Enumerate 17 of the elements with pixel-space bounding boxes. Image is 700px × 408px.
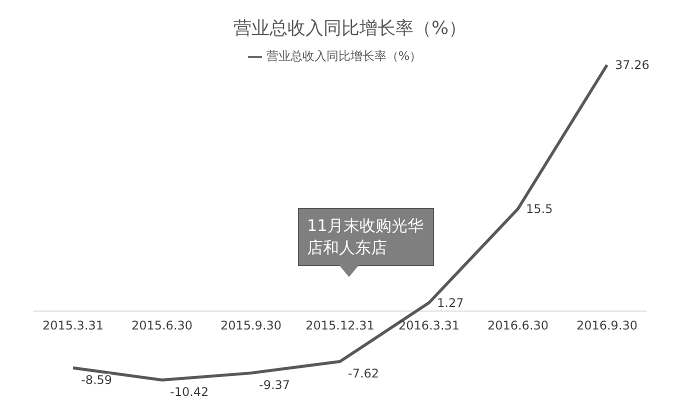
data-label: 15.5 xyxy=(526,202,553,216)
x-tick-label: 2015.6.30 xyxy=(131,318,193,333)
data-label: -10.42 xyxy=(170,385,209,399)
x-tick-label: 2016.9.30 xyxy=(576,318,638,333)
data-label: 37.26 xyxy=(615,58,650,72)
data-label: -7.62 xyxy=(348,366,380,380)
x-tick-label: 2015.12.31 xyxy=(306,318,374,333)
data-label: -8.59 xyxy=(81,372,112,387)
x-tick-label: 2015.3.31 xyxy=(42,318,104,333)
x-tick-label: 2016.6.30 xyxy=(487,318,549,333)
annotation: 11月末收购光华店和人东店 xyxy=(307,216,424,257)
legend-label: 营业总收入同比增长率（%） xyxy=(266,49,422,63)
x-tick-label: 2015.9.30 xyxy=(220,318,282,333)
x-tick-label: 2016.3.31 xyxy=(398,318,460,333)
chart-title: 营业总收入同比增长率（%） xyxy=(232,17,468,40)
data-label: 1.27 xyxy=(437,296,464,310)
data-label: -9.37 xyxy=(259,378,290,392)
